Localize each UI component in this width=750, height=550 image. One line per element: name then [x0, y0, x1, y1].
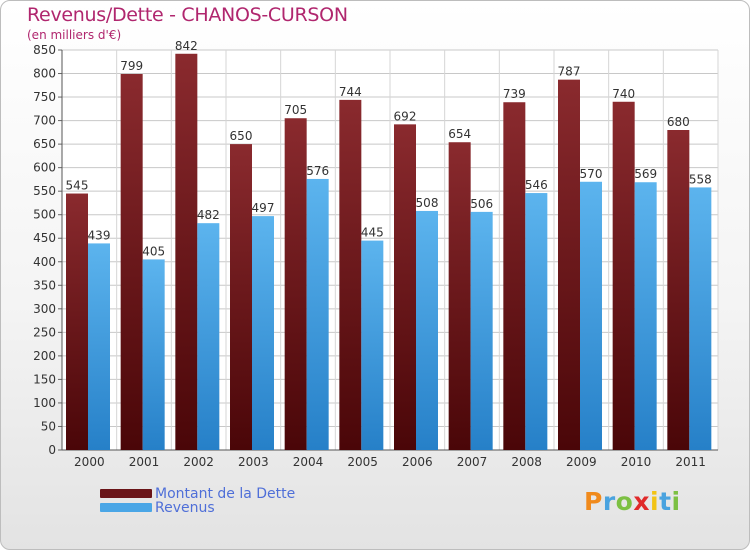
data-label-dette-2004: 705 — [284, 103, 307, 117]
bar-revenus-2002 — [197, 223, 220, 450]
data-label-revenus-2006: 508 — [416, 196, 439, 210]
y-tick-label: 250 — [33, 325, 56, 339]
logo-letter: r — [602, 487, 616, 516]
data-label-dette-2000: 545 — [66, 179, 89, 193]
x-tick-label-2005: 2005 — [347, 455, 378, 469]
y-tick-label: 350 — [33, 278, 56, 292]
bar-revenus-2003 — [252, 216, 274, 450]
data-label-revenus-2001: 405 — [142, 244, 165, 258]
bar-dette-2003 — [230, 144, 252, 450]
x-tick-label-2010: 2010 — [621, 455, 652, 469]
x-tick-label-2011: 2011 — [675, 455, 706, 469]
legend-swatch-dette — [100, 489, 152, 498]
y-tick-label: 800 — [33, 67, 56, 81]
data-label-revenus-2008: 546 — [525, 178, 548, 192]
bar-dette-2002 — [175, 53, 198, 450]
data-label-dette-2007: 654 — [448, 127, 471, 141]
y-tick-label: 300 — [33, 302, 56, 316]
chart-title: Revenus/Dette - CHANOS-CURSON — [27, 4, 348, 26]
data-label-dette-2006: 692 — [394, 109, 417, 123]
y-tick-label: 600 — [33, 161, 56, 175]
data-label-dette-2002: 842 — [175, 39, 198, 53]
bar-revenus-2006 — [416, 210, 438, 450]
data-label-dette-2010: 740 — [612, 87, 635, 101]
bar-dette-2001 — [120, 74, 143, 450]
y-tick-label: 650 — [33, 137, 56, 151]
data-label-revenus-2003: 497 — [252, 201, 275, 215]
data-label-revenus-2000: 439 — [88, 228, 111, 242]
bar-dette-2000 — [66, 193, 88, 450]
logo-letter: i — [650, 487, 660, 516]
x-tick-label-2004: 2004 — [293, 455, 324, 469]
data-label-dette-2003: 650 — [230, 129, 253, 143]
data-label-dette-2005: 744 — [339, 85, 362, 99]
x-tick-label-2003: 2003 — [238, 455, 269, 469]
y-tick-label: 550 — [33, 184, 56, 198]
bar-dette-2011 — [667, 130, 690, 450]
x-tick-label-2007: 2007 — [457, 455, 488, 469]
bar-dette-2010 — [612, 101, 635, 450]
x-tick-label-2009: 2009 — [566, 455, 597, 469]
data-label-revenus-2004: 576 — [306, 164, 329, 178]
legend-label-revenus: Revenus — [155, 500, 215, 516]
data-label-dette-2008: 739 — [503, 87, 526, 101]
x-tick-label-2006: 2006 — [402, 455, 433, 469]
data-label-revenus-2010: 569 — [634, 167, 657, 181]
bar-dette-2007 — [448, 142, 471, 450]
data-label-revenus-2005: 445 — [361, 226, 384, 240]
y-tick-label: 500 — [33, 208, 56, 222]
bar-dette-2004 — [284, 118, 307, 450]
bar-dette-2009 — [558, 79, 580, 450]
logo-letter: P — [584, 487, 603, 516]
data-label-dette-2009: 787 — [558, 65, 581, 79]
logo-letter: i — [671, 487, 681, 516]
y-tick-label: 0 — [48, 443, 56, 457]
data-label-dette-2011: 680 — [667, 115, 690, 129]
y-tick-label: 700 — [33, 114, 56, 128]
bar-revenus-2010 — [634, 182, 657, 450]
bar-dette-2005 — [339, 99, 362, 450]
data-label-revenus-2011: 558 — [689, 172, 712, 186]
logo-letter: t — [659, 487, 672, 516]
chart-subtitle: (en milliers d'€) — [27, 28, 122, 42]
data-label-revenus-2002: 482 — [197, 208, 220, 222]
bar-revenus-2004 — [306, 178, 329, 451]
x-tick-label-2002: 2002 — [183, 455, 214, 469]
bar-dette-2008 — [503, 102, 526, 450]
y-tick-label: 50 — [41, 419, 56, 433]
data-label-dette-2001: 799 — [120, 59, 143, 73]
bar-revenus-2011 — [689, 187, 712, 451]
y-tick-label: 450 — [33, 231, 56, 245]
logo-letter: x — [633, 487, 650, 516]
proxiti-logo: Proxiti — [584, 487, 681, 516]
y-tick-label: 400 — [33, 255, 56, 269]
y-tick-label: 200 — [33, 349, 56, 363]
x-tick-label-2001: 2001 — [129, 455, 160, 469]
bar-revenus-2007 — [470, 211, 493, 450]
bar-revenus-2009 — [580, 181, 602, 450]
logo-letter: o — [615, 487, 634, 516]
bar-revenus-2005 — [361, 240, 384, 450]
y-tick-label: 750 — [33, 90, 56, 104]
bar-dette-2006 — [394, 124, 416, 451]
bar-revenus-2001 — [142, 259, 165, 450]
legend-swatch-revenus — [100, 503, 152, 512]
data-label-revenus-2009: 570 — [580, 167, 603, 181]
bar-revenus-2000 — [88, 243, 110, 450]
data-label-revenus-2007: 506 — [470, 197, 493, 211]
y-tick-label: 150 — [33, 372, 56, 386]
bar-revenus-2008 — [525, 193, 548, 450]
y-tick-label: 850 — [33, 43, 56, 57]
y-tick-label: 100 — [33, 396, 56, 410]
legend-label-dette: Montant de la Dette — [155, 486, 296, 502]
x-tick-label-2000: 2000 — [74, 455, 105, 469]
x-tick-label-2008: 2008 — [511, 455, 542, 469]
